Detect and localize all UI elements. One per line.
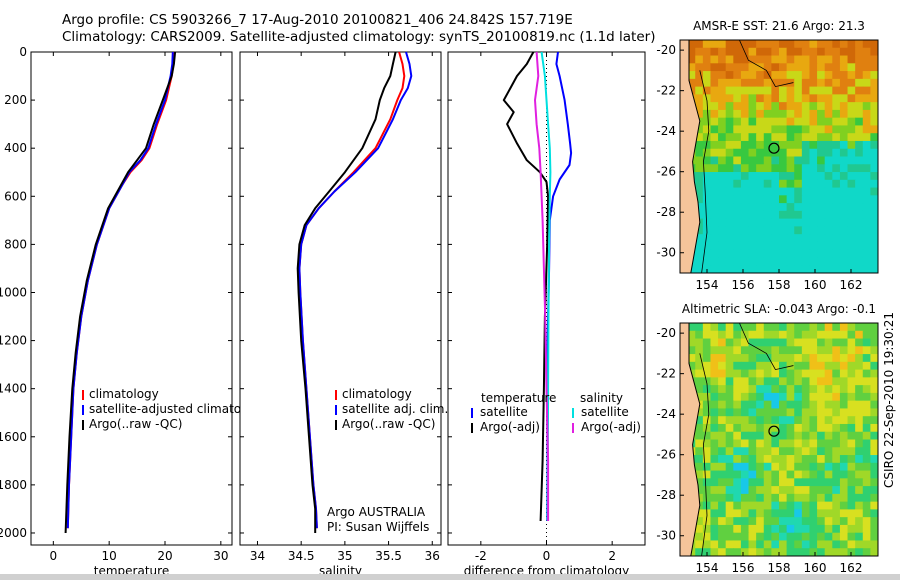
sla-map-float-location-marker: [768, 425, 780, 437]
sst-map-lat-tick-label: -20: [656, 43, 676, 57]
argo-institution-label: Argo AUSTRALIA: [327, 505, 426, 519]
sla-map-reef-contour: [739, 323, 794, 371]
temperature-series-argo: [64, 51, 177, 534]
sst-map-lat-tick-label: -22: [656, 84, 676, 98]
salinity-xtick-label: 36: [425, 549, 440, 563]
temperature-series-satellite: [66, 51, 174, 529]
salinity-profile-panel: 34 34.5 35 35.5 36salinityclimatologysatelli…: [239, 51, 448, 578]
profile-title-line2: Climatology: CARS2009. Satellite-adjuste…: [62, 29, 656, 45]
sst-map-field: [680, 40, 878, 273]
salinity-legend-label: climatology: [342, 387, 412, 401]
sst-map-landmass: [680, 40, 701, 273]
sla-map-lon-tick-label: 160: [804, 561, 827, 575]
sla-map-lat-tick-label: -24: [656, 407, 676, 421]
depth-tick-label: 2000: [0, 526, 27, 540]
sla-map-lon-tick-label: 154: [696, 561, 719, 575]
sla-map-field: [680, 323, 878, 556]
sst-map-shelf-contour: [699, 70, 710, 273]
csiro-timestamp-label: CSIRO 22-Sep-2010 19:30:21: [882, 312, 896, 488]
difference-xtick-label: 0: [543, 549, 551, 563]
depth-tick-label: 1000: [0, 285, 27, 299]
sla-map-landmass: [680, 323, 701, 556]
depth-tick-label: 800: [4, 237, 27, 251]
difference-series-salinity-satellite: [540, 51, 552, 522]
diff-legend-temp-label: satellite: [480, 405, 528, 419]
temperature-legend-label: Argo(..raw -QC): [89, 417, 182, 431]
argo-pi-label: PI: Susan Wijffels: [327, 520, 429, 534]
sla-map-shelf-contour: [699, 353, 710, 556]
sla-map-lat-tick-label: -26: [656, 448, 676, 462]
salinity-legend-label: Argo(..raw -QC): [342, 417, 435, 431]
temperature-xtick-label: 20: [157, 549, 172, 563]
diff-legend-sal-label: Argo(-adj): [581, 420, 641, 434]
depth-tick-label: 200: [4, 93, 27, 107]
sst-map-lon-tick-label: 154: [696, 278, 719, 292]
difference-xtick-label: -2: [475, 549, 487, 563]
temperature-legend-label: climatology: [89, 387, 159, 401]
sst-map-title: AMSR-E SST: 21.6 Argo: 21.3: [693, 19, 865, 33]
salinity-xtick-label: 34: [250, 549, 265, 563]
salinity-xtick-label: 34.5: [288, 549, 315, 563]
sla-map-title: Altimetric SLA: -0.043 Argo: -0.1: [682, 302, 876, 316]
sla-map-lon-tick-label: 156: [732, 561, 755, 575]
depth-tick-label: 600: [4, 189, 27, 203]
sla-map-lat-tick-label: -22: [656, 367, 676, 381]
sst-map-lat-tick-label: -24: [656, 124, 676, 138]
bottom-scrollbar: [0, 574, 900, 580]
diff-legend-sal-label: satellite: [581, 405, 629, 419]
temperature-xtick-label: 10: [102, 549, 117, 563]
temperature-axes-frame: [30, 51, 233, 546]
difference-series-temperature-argo: [502, 51, 550, 522]
sst-map-lat-tick-label: -30: [656, 246, 676, 260]
sla-map-lat-tick-label: -28: [656, 488, 676, 502]
depth-tick-label: 1600: [0, 430, 27, 444]
sst-map-lat-tick-label: -28: [656, 205, 676, 219]
sla-map-panel: Altimetric SLA: -0.043 Argo: -0.1 154 156 1…: [656, 302, 879, 575]
depth-tick-label: 1200: [0, 334, 27, 348]
depth-tick-label: 1800: [0, 478, 27, 492]
diff-legend-temperature-title: temperature: [481, 391, 556, 405]
sst-map-float-location-marker: [768, 142, 780, 154]
sla-map-lat-tick-label: -20: [656, 326, 676, 340]
sst-map-lon-tick-label: 160: [804, 278, 827, 292]
diff-legend-temp-label: Argo(-adj): [480, 420, 540, 434]
salinity-series-argo: [296, 51, 397, 533]
sst-map-lon-tick-label: 162: [840, 278, 863, 292]
temperature-legend-label: satellite-adjusted climatology: [89, 402, 267, 416]
salinity-legend-label: satellite adj. clim.: [342, 402, 448, 416]
sst-map-panel: AMSR-E SST: 21.6 Argo: 21.3 154 156 158 160 1…: [656, 19, 879, 292]
diff-legend-salinity-title: salinity: [580, 391, 623, 405]
sst-map-reef-contour: [739, 40, 794, 88]
sst-map-lon-tick-label: 156: [732, 278, 755, 292]
temperature-xtick-label: 0: [50, 549, 58, 563]
sla-map-lon-tick-label: 162: [840, 561, 863, 575]
depth-tick-label: 1400: [0, 382, 27, 396]
salinity-xtick-label: 35.5: [375, 549, 402, 563]
depth-tick-label: 400: [4, 141, 27, 155]
sst-map-lat-tick-label: -26: [656, 165, 676, 179]
salinity-xtick-label: 35: [337, 549, 352, 563]
difference-xtick-label: 2: [608, 549, 616, 563]
temperature-profile-panel: 0 10 20 30temperature0200400600800100012001…: [0, 45, 267, 578]
temperature-xtick-label: 30: [213, 549, 228, 563]
difference-series-salinity-argo: [534, 51, 550, 521]
sst-map-lon-tick-label: 158: [768, 278, 791, 292]
sla-map-lat-tick-label: -30: [656, 529, 676, 543]
depth-tick-label: 0: [19, 45, 27, 59]
salinity-axes-frame: [239, 51, 442, 546]
sla-map-lon-tick-label: 158: [768, 561, 791, 575]
profile-title-line1: Argo profile: CS 5903266_7 17-Aug-2010 2…: [62, 12, 573, 28]
